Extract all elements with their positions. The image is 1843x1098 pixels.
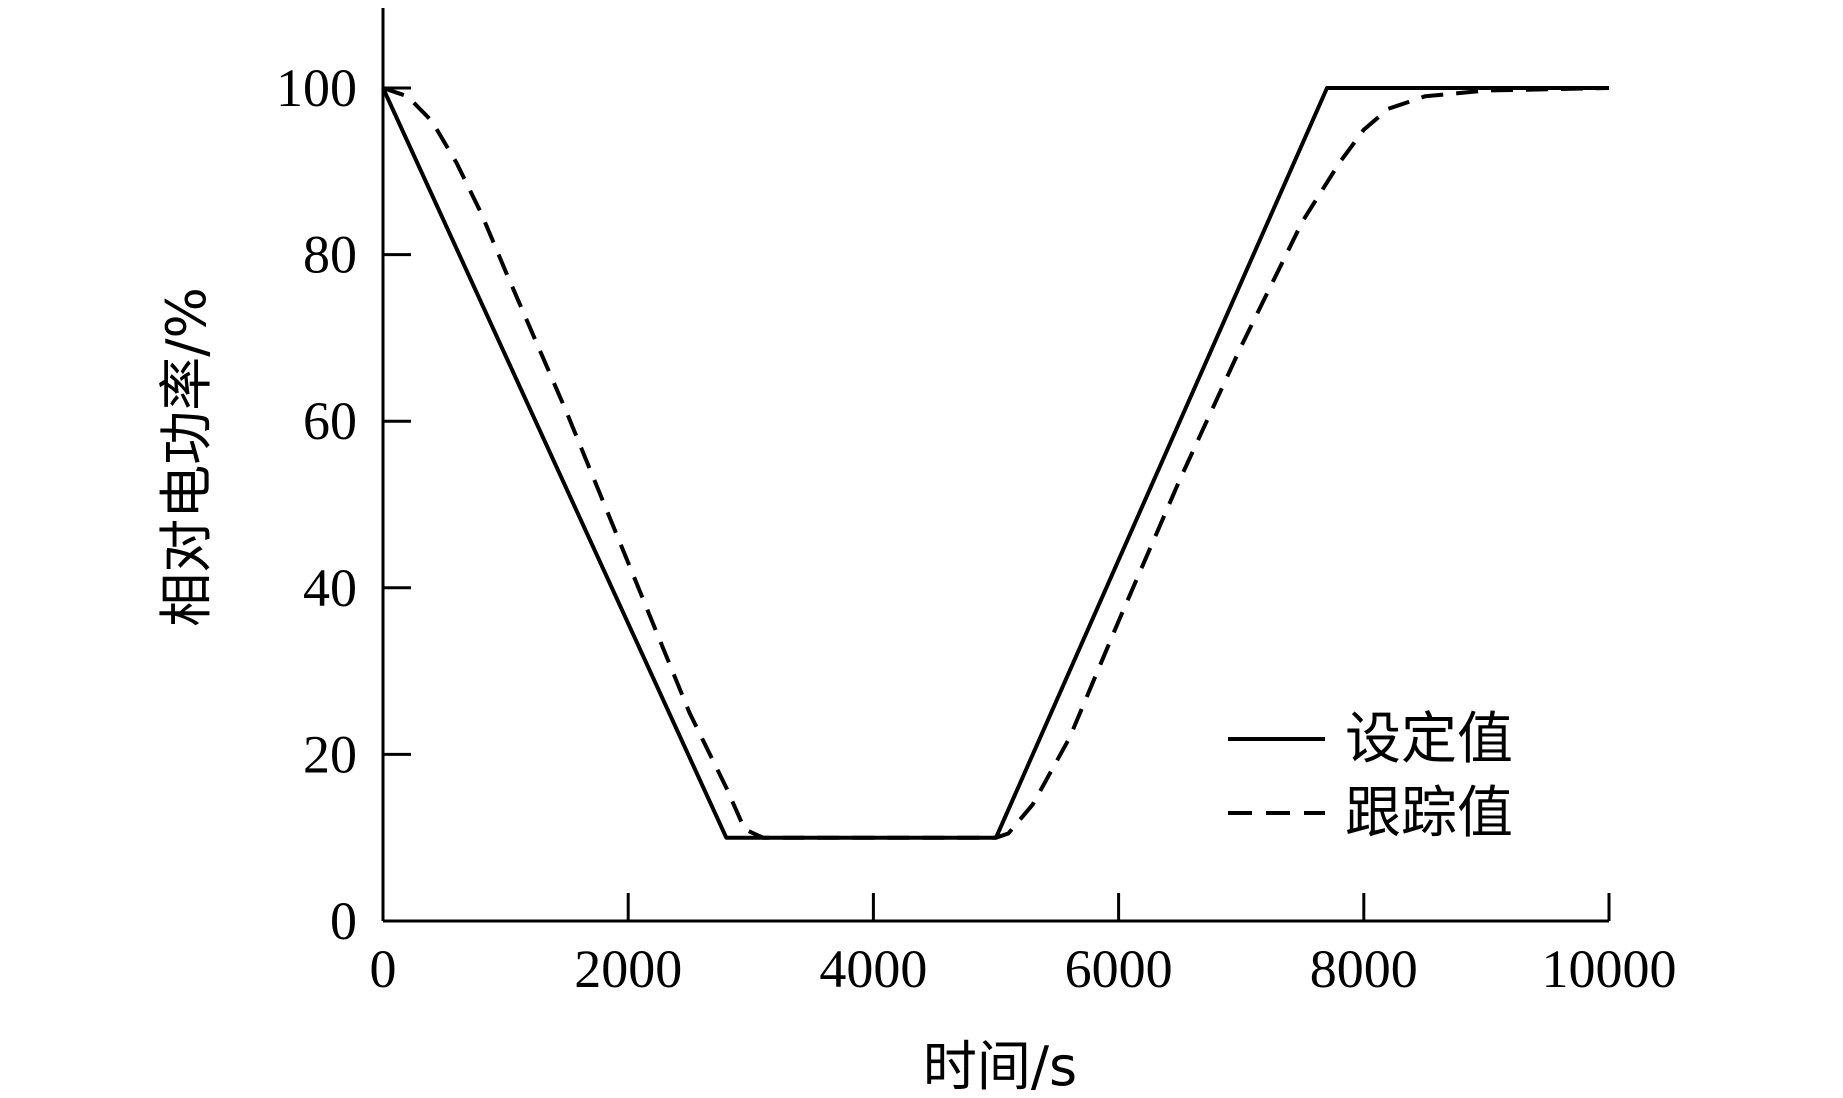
y-tick-label: 100 — [276, 58, 357, 118]
legend: 设定值 跟踪值 — [1228, 707, 1513, 846]
x-tick-label: 4000 — [819, 939, 927, 999]
axes — [381, 8, 1609, 923]
y-tick-label: 40 — [303, 558, 357, 618]
x-axis-label: 时间/s — [923, 1035, 1077, 1098]
x-tick-label: 8000 — [1310, 939, 1418, 999]
x-tick-label: 2000 — [574, 939, 682, 999]
y-tick-label: 60 — [303, 391, 357, 451]
y-ticks: 0 20 40 60 80 100 — [276, 58, 411, 951]
y-axis-label: 相对电功率/% — [155, 287, 218, 627]
series-line-2 — [382, 86, 1610, 840]
y-tick-label: 0 — [330, 891, 357, 951]
x-tick-label: 6000 — [1065, 939, 1173, 999]
series-group — [381, 86, 1610, 840]
x-ticks: 0 2000 4000 6000 8000 10000 — [370, 893, 1677, 999]
legend-label-tracking: 跟踪值 — [1345, 781, 1513, 846]
y-tick-label: 80 — [303, 225, 357, 285]
x-tick-label: 0 — [370, 939, 397, 999]
x-tick-label: 10000 — [1542, 939, 1677, 999]
legend-label-setpoint: 设定值 — [1345, 707, 1513, 772]
y-tick-label: 20 — [303, 724, 357, 784]
